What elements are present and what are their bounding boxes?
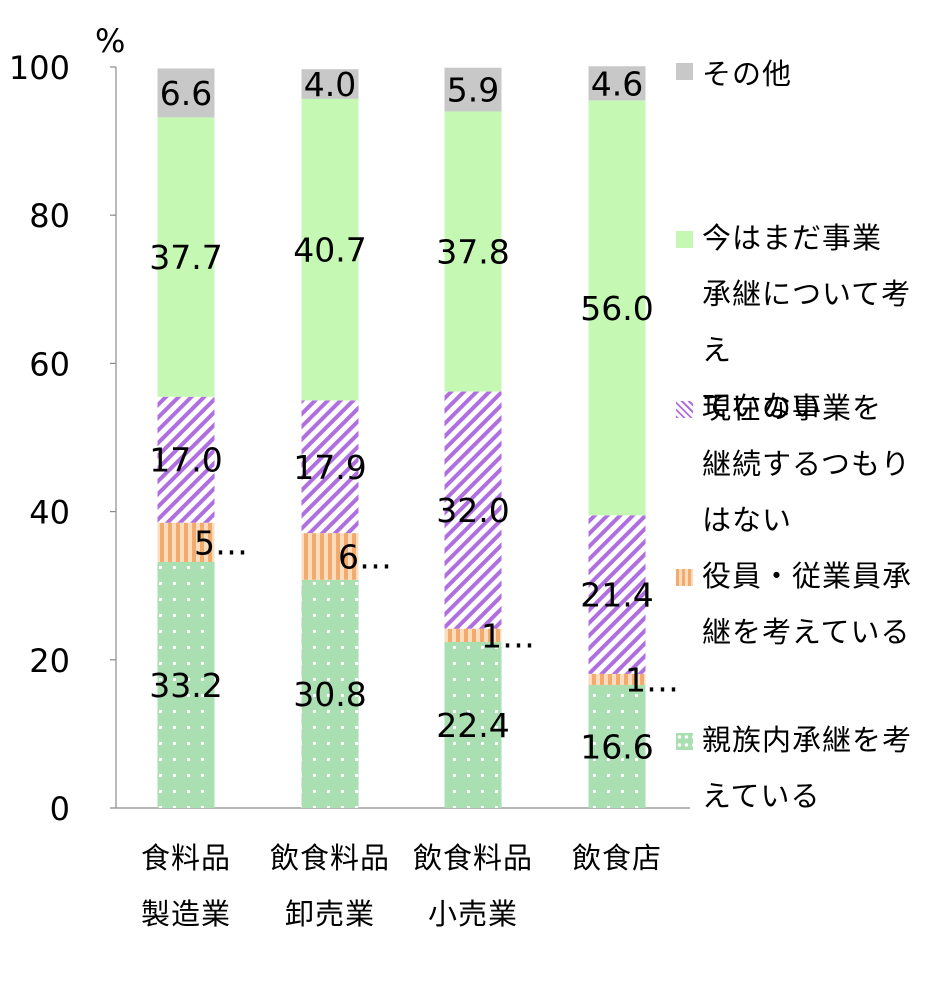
bar-segment bbox=[157, 117, 215, 397]
bar-segment bbox=[301, 98, 359, 401]
bar-segment bbox=[157, 68, 215, 118]
bar-segment bbox=[588, 100, 646, 516]
bar-segment bbox=[444, 391, 502, 629]
y-tick-label: 40 bbox=[29, 494, 70, 532]
bar-segment bbox=[301, 533, 359, 580]
data-label: 5.9 bbox=[447, 71, 499, 110]
legend-label: 親族内承継を考 えている bbox=[702, 723, 913, 813]
data-label: 17.0 bbox=[149, 441, 222, 480]
legend-label: 今はまだ事業 承継について考え ていない bbox=[702, 221, 912, 423]
data-label: 22.4 bbox=[436, 706, 509, 745]
y-tick-label: 100 bbox=[9, 49, 70, 87]
legend-label: 役員・従業員承 継を考えている bbox=[702, 559, 913, 649]
data-label: 37.7 bbox=[149, 238, 222, 277]
legend-swatch bbox=[676, 569, 693, 586]
bar-segment bbox=[588, 515, 646, 674]
bar-segment bbox=[444, 67, 502, 112]
bar-segment bbox=[157, 561, 215, 808]
x-category-label: 製造業 bbox=[141, 897, 231, 931]
legend-swatch bbox=[676, 401, 693, 418]
legend-swatch bbox=[676, 231, 693, 248]
y-tick-label: 0 bbox=[50, 790, 70, 828]
y-tick-label: 80 bbox=[29, 197, 70, 235]
bar-segment bbox=[588, 673, 646, 685]
data-label: 37.8 bbox=[436, 233, 509, 272]
data-label: 6.6 bbox=[160, 74, 212, 113]
legend-label: その他 bbox=[702, 57, 793, 91]
x-category-label: 飲食料品 bbox=[270, 841, 390, 875]
data-label: 5… bbox=[194, 523, 248, 562]
y-tick-label: 60 bbox=[29, 345, 70, 383]
data-label: 33.2 bbox=[149, 666, 222, 705]
legend-swatch bbox=[676, 63, 693, 80]
bar-segment bbox=[588, 684, 646, 808]
bar-segment bbox=[444, 628, 502, 643]
data-label: 6… bbox=[338, 537, 392, 576]
bar-segment bbox=[444, 111, 502, 392]
data-label: 17.9 bbox=[293, 448, 366, 487]
data-label: 30.8 bbox=[293, 675, 366, 714]
x-category-label: 卸売業 bbox=[285, 897, 375, 931]
x-category-label: 飲食店 bbox=[572, 841, 662, 875]
x-category-label: 小売業 bbox=[428, 897, 518, 931]
bar-segment bbox=[157, 396, 215, 523]
data-label: 40.7 bbox=[293, 231, 366, 270]
data-label: 21.4 bbox=[580, 576, 653, 615]
bars bbox=[157, 66, 646, 808]
bar-segment bbox=[444, 642, 502, 808]
data-label: 16.6 bbox=[580, 727, 653, 766]
bar-segment bbox=[301, 69, 359, 99]
data-label: 1… bbox=[481, 616, 535, 655]
data-label: 4.0 bbox=[304, 65, 356, 104]
legend-swatch bbox=[676, 733, 693, 750]
data-label: 32.0 bbox=[436, 491, 509, 530]
y-tick-label: 20 bbox=[29, 642, 70, 680]
x-category-label: 飲食料品 bbox=[413, 841, 533, 875]
data-labels: 33.2 5… 17.0 37.7 6.6 30.8 6… 17.9 40.7 4.0 22.4 1…… bbox=[149, 64, 679, 766]
data-label: 4.6 bbox=[591, 64, 643, 103]
bar-segment bbox=[588, 66, 646, 101]
axes: 0 20 40 60 80 100 bbox=[9, 49, 690, 828]
data-label: 1… bbox=[625, 660, 679, 699]
legend-label: 現在の事業を 継続するつもり はない bbox=[702, 391, 911, 537]
bar-segment bbox=[301, 400, 359, 534]
y-axis-unit: % bbox=[95, 22, 126, 60]
x-category-label: 食料品 bbox=[141, 841, 231, 875]
data-label: 56.0 bbox=[580, 289, 653, 328]
bar-segment bbox=[301, 579, 359, 808]
bar-segment bbox=[157, 522, 215, 562]
